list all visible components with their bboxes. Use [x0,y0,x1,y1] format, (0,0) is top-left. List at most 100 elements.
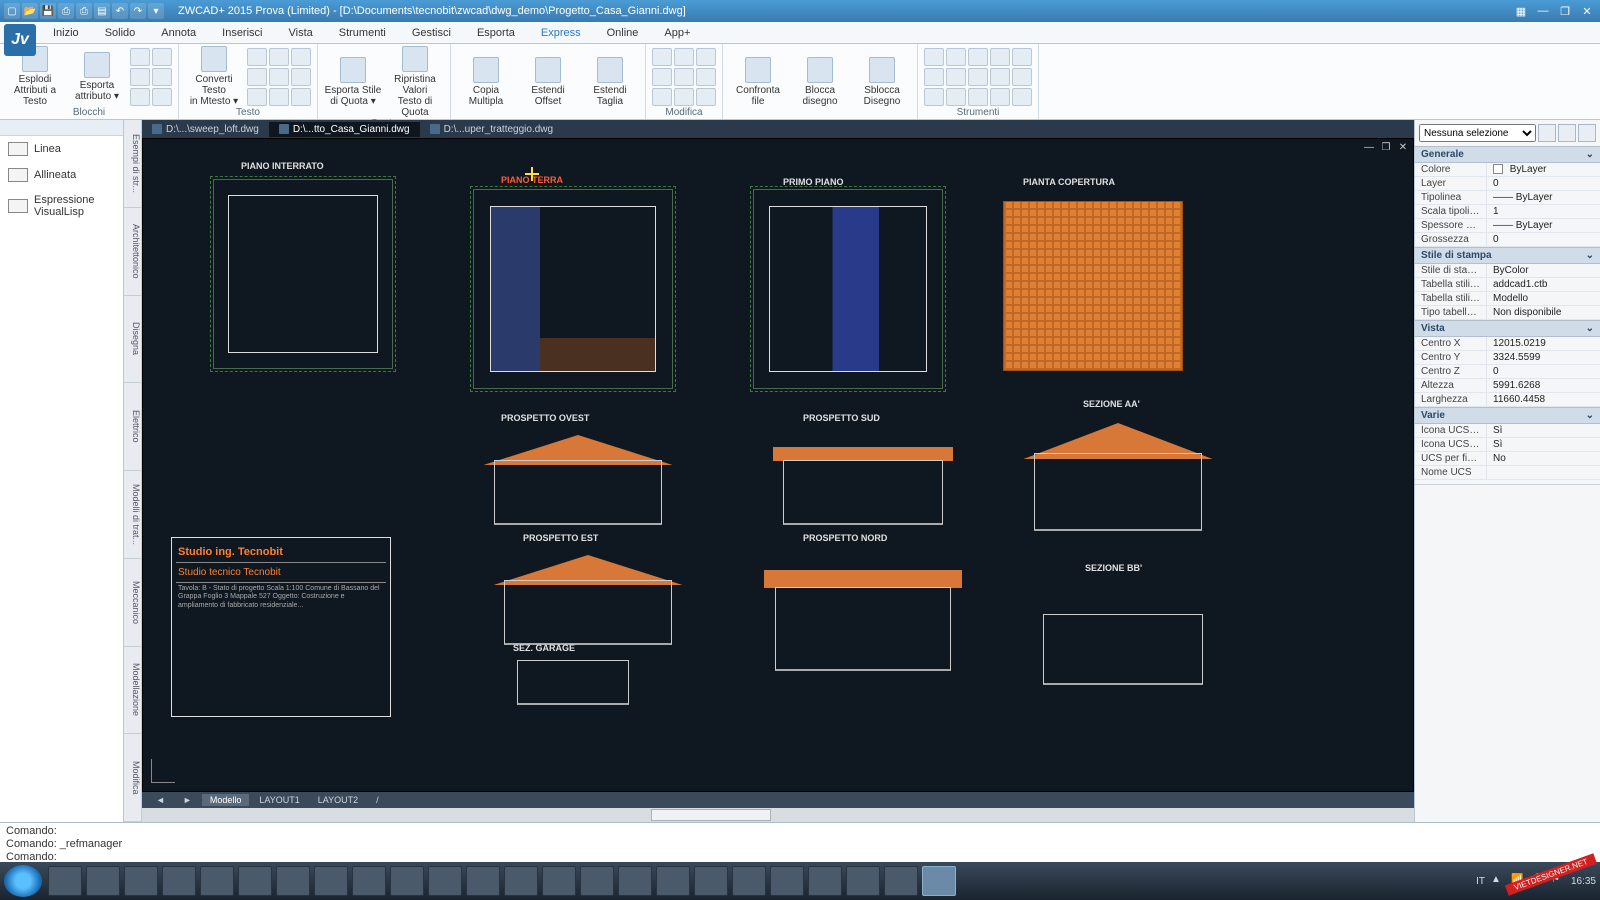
side-tab[interactable]: Modelli di trat... [124,471,141,559]
minimize-icon[interactable]: — [1534,5,1552,18]
ribbon-small-button[interactable] [968,68,988,86]
ribbon-small-button[interactable] [990,68,1010,86]
tray-time[interactable]: 16:35 [1571,876,1596,887]
document-tab[interactable]: D:\...uper_tratteggio.dwg [420,122,564,137]
collapse-icon[interactable]: ⌄ [1586,323,1594,334]
qat-new-icon[interactable]: ▢ [4,3,20,19]
property-row[interactable]: Centro Z0 [1415,365,1600,379]
app-logo-icon[interactable]: Jv [4,24,36,56]
ribbon-button[interactable]: SbloccaDisegno [853,57,911,107]
command-line[interactable]: Comando: Comando: _refmanager Comando: [0,822,1600,862]
taskbar-item[interactable] [238,866,272,896]
ribbon-small-button[interactable] [152,88,172,106]
side-tab[interactable]: Elettrico [124,383,141,471]
ribbon-small-button[interactable] [946,68,966,86]
ribbon-small-button[interactable] [652,48,672,66]
side-tab[interactable]: Modellazione [124,647,141,735]
property-value[interactable]: 0 [1487,233,1600,246]
taskbar-item[interactable] [732,866,766,896]
ribbon-small-button[interactable] [990,88,1010,106]
property-row[interactable]: Tabella stili di...Modello [1415,292,1600,306]
property-value[interactable]: 11660.4458 [1487,393,1600,406]
taskbar-item[interactable] [580,866,614,896]
menu-tab-inizio[interactable]: Inizio [40,22,92,43]
taskbar-item[interactable] [314,866,348,896]
ribbon-small-button[interactable] [152,48,172,66]
property-value[interactable]: 0 [1487,365,1600,378]
ribbon-small-button[interactable] [130,88,150,106]
layout-tab[interactable]: / [368,794,387,806]
property-value[interactable]: 5991.6268 [1487,379,1600,392]
layout-tab[interactable]: ◄ [148,794,173,806]
maximize-icon[interactable]: ❐ [1556,5,1574,18]
ribbon-small-button[interactable] [696,48,716,66]
ribbon-small-button[interactable] [696,68,716,86]
ribbon-small-button[interactable] [674,68,694,86]
taskbar-item[interactable] [86,866,120,896]
ribbon-button[interactable]: Ripristina ValoriTesto di Quota [386,46,444,118]
property-value[interactable]: —— ByLayer [1487,191,1600,204]
ribbon-small-button[interactable] [269,48,289,66]
tray-flag-icon[interactable]: ▲ [1491,874,1505,888]
ribbon-button[interactable]: Converti Testoin Mtesto ▾ [185,46,243,107]
selection-dropdown[interactable]: Nessuna selezione [1419,124,1536,142]
start-button[interactable] [4,865,42,897]
property-value[interactable]: Sì [1487,424,1600,437]
collapse-icon[interactable]: ⌄ [1586,250,1594,261]
property-row[interactable]: Tipolinea—— ByLayer [1415,191,1600,205]
qat-save-icon[interactable]: 💾 [40,3,56,19]
taskbar-item[interactable] [770,866,804,896]
ribbon-small-button[interactable] [269,88,289,106]
taskbar-item[interactable] [618,866,652,896]
document-tab[interactable]: D:\...\sweep_loft.dwg [142,122,269,137]
taskbar-item[interactable] [48,866,82,896]
layout-tab[interactable]: ► [175,794,200,806]
menu-tab-strumenti[interactable]: Strumenti [326,22,399,43]
ribbon-button[interactable]: EstendiTaglia [581,57,639,107]
ribbon-button[interactable]: Esportaattributo ▾ [68,52,126,102]
ribbon-small-button[interactable] [1012,88,1032,106]
qat-open-icon[interactable]: 📂 [22,3,38,19]
menu-tab-inserisci[interactable]: Inserisci [209,22,275,43]
vp-maximize-icon[interactable]: ❐ [1379,142,1393,154]
property-row[interactable]: UCS per fines...No [1415,452,1600,466]
menu-tab-app+[interactable]: App+ [651,22,703,43]
properties-section-header[interactable]: Stile di stampa⌄ [1415,247,1600,264]
ribbon-small-button[interactable] [1012,68,1032,86]
properties-section-header[interactable]: Varie⌄ [1415,407,1600,424]
ribbon-button[interactable]: Bloccadisegno [791,57,849,107]
ribbon-button[interactable]: Confrontafile [729,57,787,107]
property-row[interactable]: Colore ByLayer [1415,163,1600,177]
prop-btn-3[interactable] [1578,124,1596,142]
property-value[interactable]: Sì [1487,438,1600,451]
ribbon-small-button[interactable] [968,88,988,106]
collapse-icon[interactable]: ⌄ [1586,410,1594,421]
ribbon-button[interactable]: CopiaMultipla [457,57,515,107]
property-value[interactable]: Non disponibile [1487,306,1600,319]
vp-close-icon[interactable]: ✕ [1396,142,1410,154]
qat-print-icon[interactable]: ⎙ [76,3,92,19]
menu-tab-vista[interactable]: Vista [275,22,325,43]
menu-tab-esporta[interactable]: Esporta [464,22,528,43]
ribbon-small-button[interactable] [269,68,289,86]
menu-tab-online[interactable]: Online [594,22,652,43]
ribbon-small-button[interactable] [291,68,311,86]
collapse-icon[interactable]: ⌄ [1586,149,1594,160]
property-row[interactable]: Larghezza11660.4458 [1415,393,1600,407]
ribbon-small-button[interactable] [130,68,150,86]
taskbar-item[interactable] [656,866,690,896]
qat-redo-icon[interactable]: ↷ [130,3,146,19]
property-row[interactable]: Spessore di li...—— ByLayer [1415,219,1600,233]
ribbon-small-button[interactable] [924,88,944,106]
palette-header[interactable] [0,120,123,136]
layout-tab[interactable]: LAYOUT1 [251,794,307,806]
qat-more-icon[interactable]: ▾ [148,3,164,19]
palette-item[interactable]: Allineata [0,162,123,188]
property-value[interactable]: No [1487,452,1600,465]
side-tab[interactable]: Meccanico [124,559,141,647]
ribbon-small-button[interactable] [652,68,672,86]
property-value[interactable]: addcad1.ctb [1487,278,1600,291]
property-row[interactable]: Icona UCS OnSì [1415,424,1600,438]
drawing-canvas[interactable]: — ❐ ✕ PIANO INTERRATO PIANO TERRA PRIMO … [142,138,1414,792]
taskbar-item[interactable] [428,866,462,896]
